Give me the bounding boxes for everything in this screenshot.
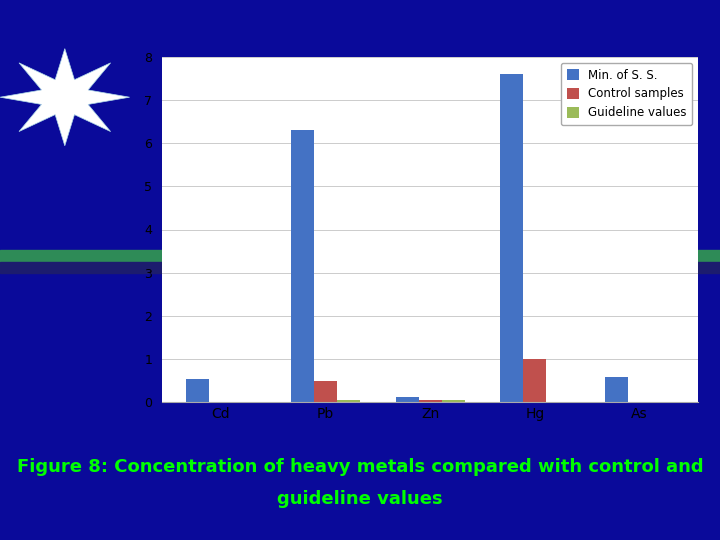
Polygon shape bbox=[0, 49, 130, 146]
Bar bbox=[291, 130, 314, 402]
Bar bbox=[337, 400, 360, 402]
Bar bbox=[0, 250, 720, 262]
Text: guideline values: guideline values bbox=[277, 490, 443, 509]
Bar bbox=[419, 400, 441, 402]
Legend: Min. of S. S., Control samples, Guideline values: Min. of S. S., Control samples, Guidelin… bbox=[561, 63, 693, 125]
Bar bbox=[523, 359, 546, 402]
Bar bbox=[500, 74, 523, 402]
Bar bbox=[441, 400, 464, 402]
Bar bbox=[314, 381, 337, 402]
Bar bbox=[605, 377, 628, 402]
Text: Figure 8: Concentration of heavy metals compared with control and: Figure 8: Concentration of heavy metals … bbox=[17, 458, 703, 476]
Bar bbox=[186, 379, 210, 402]
Bar bbox=[0, 262, 720, 273]
Bar bbox=[396, 397, 419, 402]
